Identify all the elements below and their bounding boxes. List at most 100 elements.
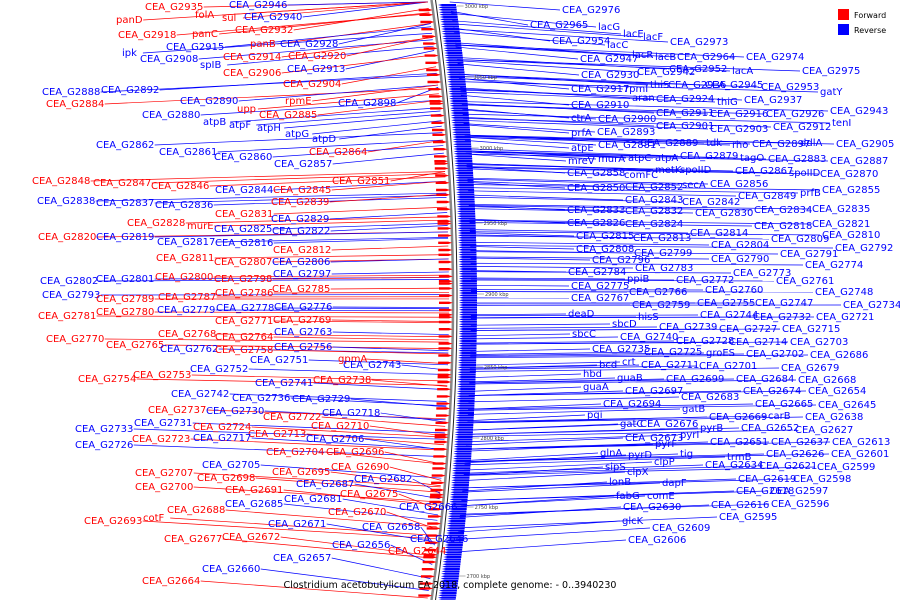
forward-gene-arrow xyxy=(436,193,451,196)
gene-label: CEA_G2798 xyxy=(214,274,272,285)
forward-gene-arrow xyxy=(431,481,446,485)
gene-label: CEA_G2714 xyxy=(729,337,787,348)
connector-line xyxy=(193,472,441,488)
forward-gene-arrow xyxy=(438,328,453,331)
gene-label: CEA_G2802 xyxy=(40,276,98,287)
reverse-gene-arrow xyxy=(448,92,467,95)
connector-line xyxy=(463,464,704,474)
gene-label: guaB xyxy=(617,373,643,384)
gene-label: CEA_G2736 xyxy=(232,393,290,404)
reverse-gene-arrow xyxy=(440,575,459,578)
gene-label: CEA_G2595 xyxy=(719,512,777,523)
connector-line xyxy=(458,73,667,86)
gene-label: CEA_G2731 xyxy=(134,418,192,429)
gene-label: clpP xyxy=(654,457,675,468)
gene-label: CEA_G2751 xyxy=(250,355,308,366)
gene-label: CEA_G2683 xyxy=(681,392,739,403)
reverse-gene-arrow xyxy=(450,491,469,494)
connector-line xyxy=(453,31,606,46)
gene-label: CEA_G2713 xyxy=(248,429,306,440)
connector-line xyxy=(273,292,449,294)
gene-label: sul xyxy=(222,13,236,24)
reverse-gene-arrow xyxy=(458,330,477,333)
connector-line xyxy=(468,390,807,396)
connector-line xyxy=(470,316,815,319)
reverse-gene-arrow xyxy=(445,59,464,62)
connector-line xyxy=(466,166,788,174)
gene-label: spoIID xyxy=(789,168,821,179)
connector-line xyxy=(273,206,447,215)
gene-label: CEA_G2838 xyxy=(37,196,95,207)
gene-label: CEA_G2695 xyxy=(272,467,330,478)
reverse-gene-arrow xyxy=(458,280,477,282)
reverse-gene-arrow xyxy=(458,349,477,352)
forward-gene-arrow xyxy=(437,373,452,377)
connector-line xyxy=(154,194,447,204)
reverse-gene-arrow xyxy=(437,596,456,599)
reverse-gene-arrow xyxy=(439,587,458,590)
gene-label: CEA_G2867 xyxy=(735,166,793,177)
tick-label: 2850 kbp xyxy=(484,365,508,371)
gene-label: CEA_G2634 xyxy=(705,460,763,471)
gene-label: CEA_G2816 xyxy=(215,238,273,249)
forward-gene-arrow xyxy=(430,107,445,110)
gene-label: CEA_G2657 xyxy=(273,553,331,564)
gene-label: CEA_G2637 xyxy=(771,437,829,448)
gene-label: CEA_G2834 xyxy=(754,205,812,216)
gene-label: CEA_G2621 xyxy=(759,461,817,472)
reverse-gene-arrow xyxy=(459,313,477,316)
reverse-gene-arrow xyxy=(452,136,471,138)
gene-label: CEA_G2738 xyxy=(313,375,371,386)
reverse-gene-arrow xyxy=(453,457,472,460)
gene-label: CEA_G2810 xyxy=(822,230,880,241)
gene-label: CEA_G2646 xyxy=(410,534,468,545)
forward-gene-arrow xyxy=(423,556,438,559)
gene-label: CEA_G2835 xyxy=(812,204,870,215)
connector-line xyxy=(164,344,449,349)
forward-gene-arrow xyxy=(419,13,434,16)
connector-line xyxy=(469,367,780,372)
forward-gene-arrow xyxy=(431,121,446,124)
reverse-gene-arrow xyxy=(458,268,477,270)
connector-line xyxy=(463,118,772,128)
gene-label: sbcD xyxy=(612,319,637,330)
reverse-gene-arrow xyxy=(455,174,474,177)
gene-label: CEA_G2799 xyxy=(634,248,692,259)
forward-gene-arrow xyxy=(422,35,437,38)
gene-label: comFC xyxy=(624,170,658,181)
connector-line xyxy=(458,520,621,533)
connector-line xyxy=(464,452,599,461)
gene-label: CEA_G2814 xyxy=(690,228,748,239)
connector-line xyxy=(274,307,449,309)
forward-gene-arrow xyxy=(438,253,453,256)
connector-line xyxy=(468,205,753,211)
gene-label: CEA_G2784 xyxy=(568,267,626,278)
gene-label: CEA_G2879 xyxy=(680,151,738,162)
gene-label: CEA_G2673 xyxy=(625,433,683,444)
gene-label: CEA_G2786 xyxy=(215,288,273,299)
reverse-gene-arrow xyxy=(449,95,467,98)
reverse-gene-arrow xyxy=(444,548,463,551)
reverse-gene-arrow xyxy=(441,30,460,33)
reverse-gene-arrow xyxy=(454,431,473,434)
connector-line xyxy=(154,132,443,146)
reverse-gene-arrow xyxy=(458,335,477,338)
gene-label: CEA_G2911 xyxy=(656,108,714,119)
forward-gene-arrow xyxy=(426,73,441,76)
gene-label: metK xyxy=(655,165,682,176)
connector-line xyxy=(193,486,440,503)
reverse-gene-arrow xyxy=(443,553,462,556)
connector-line xyxy=(332,331,449,335)
gene-label: dapF xyxy=(662,478,687,489)
gene-label: CEA_G2890 xyxy=(180,96,238,107)
connector-line xyxy=(218,348,449,354)
connector-line xyxy=(281,37,433,58)
gene-label: CEA_G2699 xyxy=(666,374,724,385)
gene-label: lacA xyxy=(732,66,753,77)
connector-line xyxy=(312,84,439,102)
forward-gene-arrow xyxy=(438,282,453,285)
connector-line xyxy=(470,245,834,249)
gene-label: CEA_G2773 xyxy=(733,268,791,279)
connector-line xyxy=(461,104,765,115)
genome-caption: Clostridium acetobutylicum EA 2018, comp… xyxy=(284,580,617,591)
